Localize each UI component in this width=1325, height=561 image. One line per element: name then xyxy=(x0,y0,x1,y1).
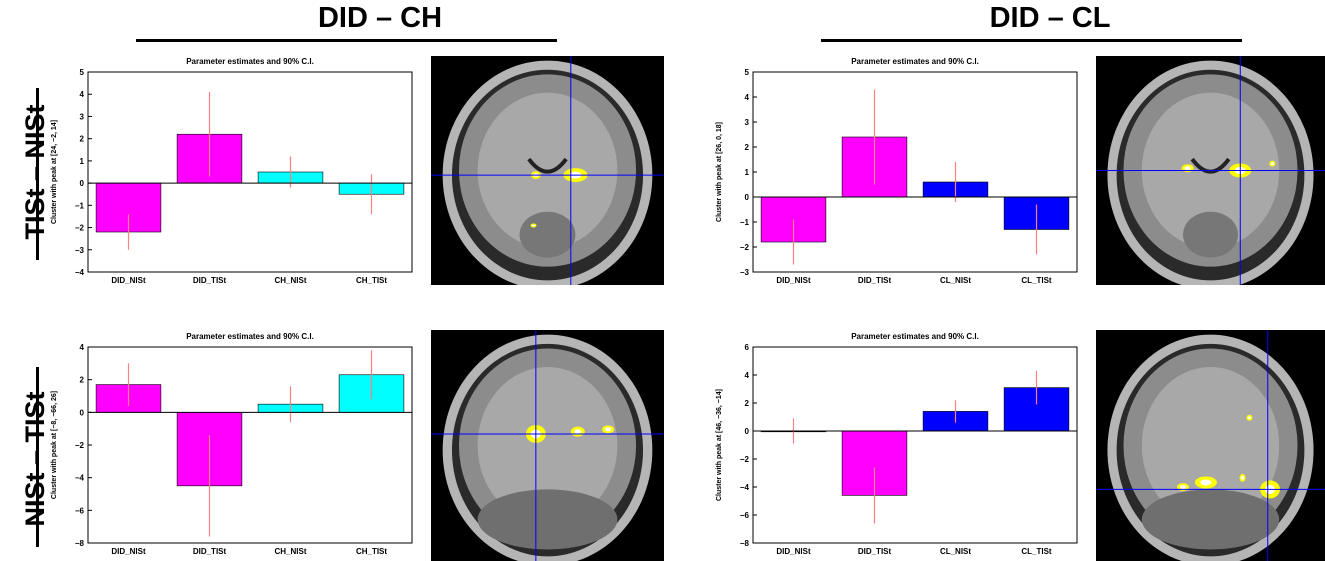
y-tick-label: −4 xyxy=(75,474,85,483)
y-axis-label: Cluster with peak at [46, −36, −14] xyxy=(716,389,723,501)
y-tick-label: 5 xyxy=(80,68,85,77)
column-underline-did-cl xyxy=(821,39,1242,42)
cerebellum xyxy=(1141,489,1280,550)
row-divider-nist-tist xyxy=(36,367,39,547)
x-tick-label: DID_NISt xyxy=(111,276,146,285)
chart-title: Parameter estimates and 90% C.I. xyxy=(186,57,314,66)
y-tick-label: −1 xyxy=(740,218,750,227)
y-tick-label: −3 xyxy=(75,246,85,255)
y-tick-label: −2 xyxy=(75,441,85,450)
y-tick-label: 0 xyxy=(80,179,85,188)
y-tick-label: −2 xyxy=(75,224,85,233)
x-tick-label: CH_TISt xyxy=(356,276,387,285)
y-tick-label: −4 xyxy=(740,483,750,492)
y-tick-label: 0 xyxy=(745,193,750,202)
y-tick-label: 0 xyxy=(80,408,85,417)
activation-peak xyxy=(605,427,612,432)
column-underline-did-ch xyxy=(136,39,557,42)
y-tick-label: 0 xyxy=(745,427,750,436)
brainstem xyxy=(1183,211,1238,258)
y-tick-label: −2 xyxy=(740,243,750,252)
row-divider-tist-nist xyxy=(36,88,39,260)
bar-chart-did-ch-tist-nist: Parameter estimates and 90% C.I. Cluster … xyxy=(51,57,413,285)
activation-peak xyxy=(1180,485,1187,490)
chart-title: Parameter estimates and 90% C.I. xyxy=(851,332,979,341)
activation-peak xyxy=(532,224,536,227)
x-tick-label: DID_NISt xyxy=(776,276,811,285)
y-tick-label: 1 xyxy=(745,168,750,177)
y-tick-label: 2 xyxy=(80,376,85,385)
x-tick-label: DID_NISt xyxy=(776,547,811,556)
y-tick-label: −1 xyxy=(75,201,85,210)
x-tick-label: CL_TISt xyxy=(1021,547,1052,556)
y-tick-label: −3 xyxy=(740,268,750,277)
activation-peak xyxy=(1247,416,1251,420)
brainstem xyxy=(519,211,576,258)
y-axis-label: Cluster with peak at [−8, −66, 26] xyxy=(51,391,58,499)
activation-peak xyxy=(1184,166,1191,171)
y-tick-label: 1 xyxy=(80,157,85,166)
activation-peak xyxy=(574,429,582,435)
chart-title: Parameter estimates and 90% C.I. xyxy=(851,57,979,66)
plot-frame xyxy=(87,71,413,273)
y-tick-label: −2 xyxy=(740,455,750,464)
y-tick-label: 6 xyxy=(745,343,750,352)
white-matter xyxy=(1141,366,1280,525)
x-tick-label: DID_TISt xyxy=(193,276,227,285)
brain-slice-image-3 xyxy=(431,330,664,561)
plot-frame xyxy=(752,346,1078,544)
brain-slice-image-2 xyxy=(1096,56,1325,285)
bar-chart-did-cl-tist-nist: Parameter estimates and 90% C.I. Cluster … xyxy=(716,57,1078,285)
activation-peak xyxy=(1241,475,1245,480)
ventricles xyxy=(1190,157,1231,174)
x-tick-label: CH_TISt xyxy=(356,547,387,556)
bar-chart-did-cl-nist-tist: Parameter estimates and 90% C.I. Cluster … xyxy=(716,332,1078,556)
x-tick-label: CH_NISt xyxy=(274,276,306,285)
y-tick-label: 2 xyxy=(745,399,750,408)
x-tick-label: CL_NISt xyxy=(940,547,971,556)
x-tick-label: DID_NISt xyxy=(111,547,146,556)
y-tick-label: 4 xyxy=(745,93,750,102)
brain-slice-image-1 xyxy=(431,56,664,285)
y-tick-label: −8 xyxy=(75,539,85,548)
y-tick-label: 2 xyxy=(745,143,750,152)
x-tick-label: DID_TISt xyxy=(858,276,892,285)
y-tick-label: 4 xyxy=(80,343,85,352)
y-tick-label: 4 xyxy=(745,371,750,380)
cerebellum xyxy=(477,489,618,550)
column-title-did-ch: DID – CH xyxy=(317,2,443,34)
y-tick-label: 3 xyxy=(80,112,85,121)
bar-chart-did-ch-nist-tist: Parameter estimates and 90% C.I. Cluster … xyxy=(51,332,413,556)
y-tick-label: −8 xyxy=(740,539,750,548)
activation-peak xyxy=(1200,479,1212,486)
y-axis-label: Cluster with peak at [24, −2, 14] xyxy=(51,120,58,224)
x-tick-label: CL_NISt xyxy=(940,276,971,285)
y-tick-label: −6 xyxy=(740,511,750,520)
x-tick-label: DID_TISt xyxy=(858,547,892,556)
y-tick-label: 3 xyxy=(745,118,750,127)
x-tick-label: CH_NISt xyxy=(274,547,306,556)
activation-peak xyxy=(1270,162,1274,166)
x-tick-label: DID_TISt xyxy=(193,547,227,556)
y-tick-label: 4 xyxy=(80,90,85,99)
y-tick-label: 5 xyxy=(745,68,750,77)
column-title-did-cl: DID – CL xyxy=(989,2,1111,34)
x-tick-label: CL_TISt xyxy=(1021,276,1052,285)
y-tick-label: 2 xyxy=(80,135,85,144)
white-matter xyxy=(477,366,618,525)
ventricles xyxy=(527,157,568,174)
brain-slice-image-4 xyxy=(1096,330,1325,561)
y-axis-label: Cluster with peak at [26, 0, 18] xyxy=(716,122,723,222)
chart-title: Parameter estimates and 90% C.I. xyxy=(186,332,314,341)
y-tick-label: −6 xyxy=(75,506,85,515)
y-tick-label: −4 xyxy=(75,268,85,277)
